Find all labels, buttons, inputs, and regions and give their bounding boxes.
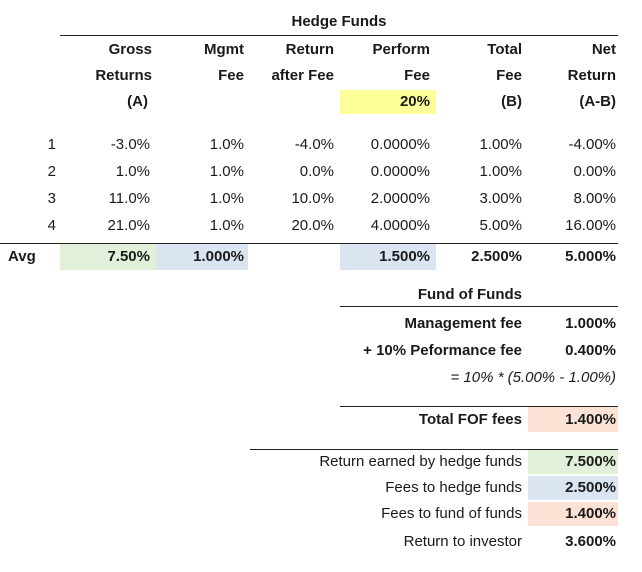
fof-title-underline (340, 306, 618, 307)
summary-hf-fees-label: Fees to hedge funds (385, 479, 522, 496)
col-header-gross-2: Returns (95, 67, 152, 84)
table-cell: -4.00% (568, 136, 616, 153)
table-cell: 1.0% (209, 136, 244, 153)
row-label: 1 (47, 136, 56, 153)
total-fof-highlight (528, 406, 618, 432)
avg-top-border (0, 243, 618, 244)
summary-top-border (250, 449, 618, 450)
col-header-mgmt-2: Fee (218, 67, 244, 84)
fof-title: Fund of Funds (417, 286, 522, 303)
table-cell: 21.0% (107, 217, 150, 234)
table-cell: -3.0% (110, 136, 150, 153)
fof-formula: = 10% * (5.00% - 1.00%) (450, 369, 616, 386)
table-cell: 0.00% (573, 163, 616, 180)
table-cell: 1.0% (115, 163, 150, 180)
col-header-perform-2: Fee (404, 67, 430, 84)
avg-mgmt: 1.000% (193, 248, 244, 265)
table-cell: 8.00% (573, 190, 616, 207)
avg-gross: 7.50% (107, 248, 150, 265)
avg-perform: 1.500% (379, 248, 430, 265)
fof-total-value: 1.400% (565, 411, 616, 428)
fof-perf-label: + 10% Peformance fee (363, 342, 522, 359)
col-header-perform: Perform (372, 41, 430, 58)
col-header-return: Return (285, 41, 334, 58)
table-cell: 1.0% (209, 217, 244, 234)
table-cell: 4.0000% (370, 217, 430, 234)
row-label: 2 (47, 163, 56, 180)
col-header-gross-3: (A) (127, 93, 148, 110)
summary-hf-fees-highlight (528, 476, 618, 500)
row-label: 3 (47, 190, 56, 207)
table-cell: 1.0% (209, 190, 244, 207)
fof-total-label: Total FOF fees (418, 411, 522, 428)
table-cell: 1.00% (479, 163, 522, 180)
total-fof-top-border (340, 406, 618, 407)
row-label: 4 (47, 217, 56, 234)
perform-rate: 20% (399, 93, 430, 110)
avg-net: 5.000% (565, 248, 616, 265)
table-cell: 10.0% (291, 190, 334, 207)
table-cell: 5.00% (479, 217, 522, 234)
col-header-total: Total (487, 41, 522, 58)
fof-perf-value: 0.400% (565, 342, 616, 359)
table-cell: 0.0000% (370, 163, 430, 180)
fof-mgmt-value: 1.000% (565, 315, 616, 332)
col-header-net-3: (A-B) (579, 93, 616, 110)
avg-mgmt-highlight (156, 244, 248, 270)
col-header-mgmt: Mgmt (204, 41, 244, 58)
table-cell: 0.0000% (370, 136, 430, 153)
summary-hf-return-value: 7.500% (565, 453, 616, 470)
table-cell: -4.0% (294, 136, 334, 153)
avg-perform-highlight (340, 244, 436, 270)
summary-fof-fees-value: 1.400% (565, 505, 616, 522)
summary-fof-fees-highlight (528, 502, 618, 526)
table-cell: 11.0% (108, 190, 150, 207)
col-header-net: Net (591, 41, 616, 58)
summary-investor-value: 3.600% (565, 533, 616, 550)
table-cell: 2.0000% (370, 190, 430, 207)
col-header-total-3: (B) (501, 93, 522, 110)
fof-mgmt-label: Management fee (404, 315, 522, 332)
avg-label: Avg (8, 248, 36, 265)
perform-rate-highlight (340, 90, 436, 114)
avg-total: 2.500% (471, 248, 522, 265)
summary-hf-return-highlight (528, 450, 618, 474)
table-cell: 1.0% (209, 163, 244, 180)
table-cell: 16.00% (565, 217, 616, 234)
table-cell: 3.00% (479, 190, 522, 207)
col-header-return-2: after Fee (271, 67, 334, 84)
summary-investor-label: Return to investor (403, 533, 522, 550)
table-cell: 20.0% (291, 217, 334, 234)
col-header-total-2: Fee (496, 67, 522, 84)
title-underline (60, 35, 618, 36)
col-header-gross: Gross (108, 41, 152, 58)
summary-fof-fees-label: Fees to fund of funds (381, 505, 522, 522)
table-title: Hedge Funds (291, 13, 387, 30)
avg-gross-highlight (60, 244, 156, 270)
col-header-net-2: Return (567, 67, 616, 84)
table-cell: 1.00% (479, 136, 522, 153)
summary-hf-return-label: Return earned by hedge funds (319, 453, 522, 470)
summary-hf-fees-value: 2.500% (565, 479, 616, 496)
table-cell: 0.0% (299, 163, 334, 180)
